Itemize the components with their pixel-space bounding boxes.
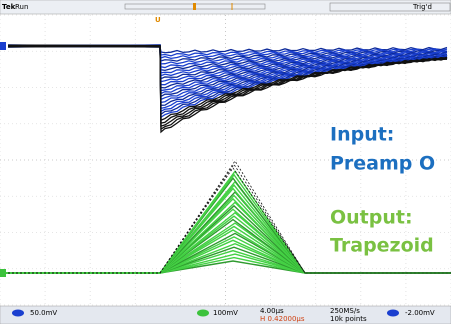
ch1-marker bbox=[0, 42, 6, 50]
sample-rate: 250MS/s bbox=[330, 307, 360, 315]
brand: Tek bbox=[2, 3, 16, 11]
ch1-scale: 50.0mV bbox=[30, 309, 57, 317]
output-description: Trapezoid bbox=[330, 235, 434, 257]
trigger-source-badge bbox=[387, 310, 399, 317]
input-description: Preamp O bbox=[330, 153, 435, 175]
ch1-badge bbox=[12, 310, 24, 317]
record-length: 10k points bbox=[330, 315, 367, 323]
time-scale: 4.00µs bbox=[260, 307, 284, 315]
oscilloscope-screen: Tek Run Trig'd U Input: Preamp O Output:… bbox=[0, 0, 451, 324]
run-status: Run bbox=[15, 3, 28, 11]
ch2-badge bbox=[197, 310, 209, 317]
trigger-level: -2.00mV bbox=[405, 309, 435, 317]
ch2-marker bbox=[0, 269, 6, 277]
ch2-scale: 100mV bbox=[213, 309, 238, 317]
output-label: Output: bbox=[330, 207, 413, 229]
view-marker bbox=[193, 3, 196, 10]
input-label: Input: bbox=[330, 124, 394, 146]
trigger-position-icon: U bbox=[155, 16, 161, 24]
trigger-status: Trig'd bbox=[412, 3, 432, 11]
top-bar bbox=[0, 0, 451, 14]
horizontal-position: H 0.42000µs bbox=[260, 315, 305, 323]
page: Tek Run Trig'd U Input: Preamp O Output:… bbox=[0, 0, 451, 324]
